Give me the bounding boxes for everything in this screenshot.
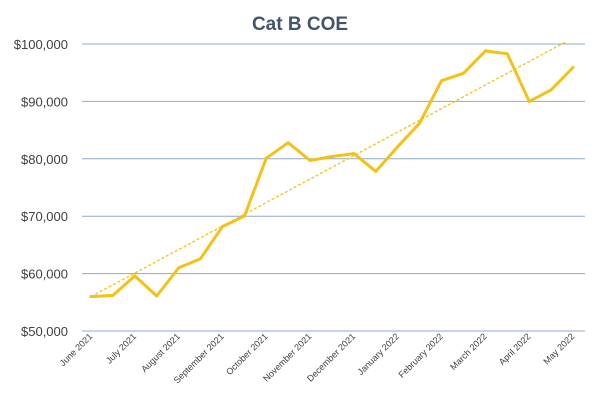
gridlines [82,43,585,332]
chart-title: Cat B COE [252,14,348,35]
data-point [505,52,509,56]
y-axis: $50,000 $60,000 $70,000 $80,000 $90,000 $100,… [14,37,68,339]
data-point [264,156,268,160]
y-tick-label: $100,000 [14,37,68,52]
series-line [89,49,575,299]
data-point [111,293,115,297]
data-point [418,121,422,125]
data-point [177,266,181,270]
data-point [308,159,312,163]
x-tick-label: July 2021 [104,331,138,365]
data-point [461,71,465,75]
data-point [286,141,290,145]
x-tick-label: January 2022 [355,331,401,377]
data-point [374,169,378,173]
data-point [155,294,159,298]
x-tick-label: February 2022 [396,331,444,379]
y-tick-label: $70,000 [21,209,68,224]
trendline-line [90,41,566,298]
y-tick-label: $80,000 [21,152,68,167]
data-point [133,274,137,278]
trendline [90,41,566,298]
data-point [199,257,203,261]
data-point [527,99,531,103]
y-tick-label: $50,000 [21,324,68,339]
data-point [483,49,487,53]
data-point [352,152,356,156]
x-tick-label: March 2022 [448,331,489,372]
y-tick-label: $60,000 [21,267,68,282]
data-point [330,155,334,159]
data-point [220,225,224,229]
x-tick-label: April 2022 [497,331,533,367]
data-point [396,145,400,149]
data-point [571,66,575,70]
data-point [242,214,246,218]
x-tick-label: August 2021 [139,331,182,374]
data-point [440,79,444,83]
x-tick-label: December 2021 [305,331,357,383]
data-point [549,88,553,92]
x-tick-label: May 2022 [541,331,576,366]
x-tick-label: October 2021 [224,331,270,377]
y-tick-label: $90,000 [21,94,68,109]
series-lines [89,49,575,299]
data-point [89,295,93,299]
